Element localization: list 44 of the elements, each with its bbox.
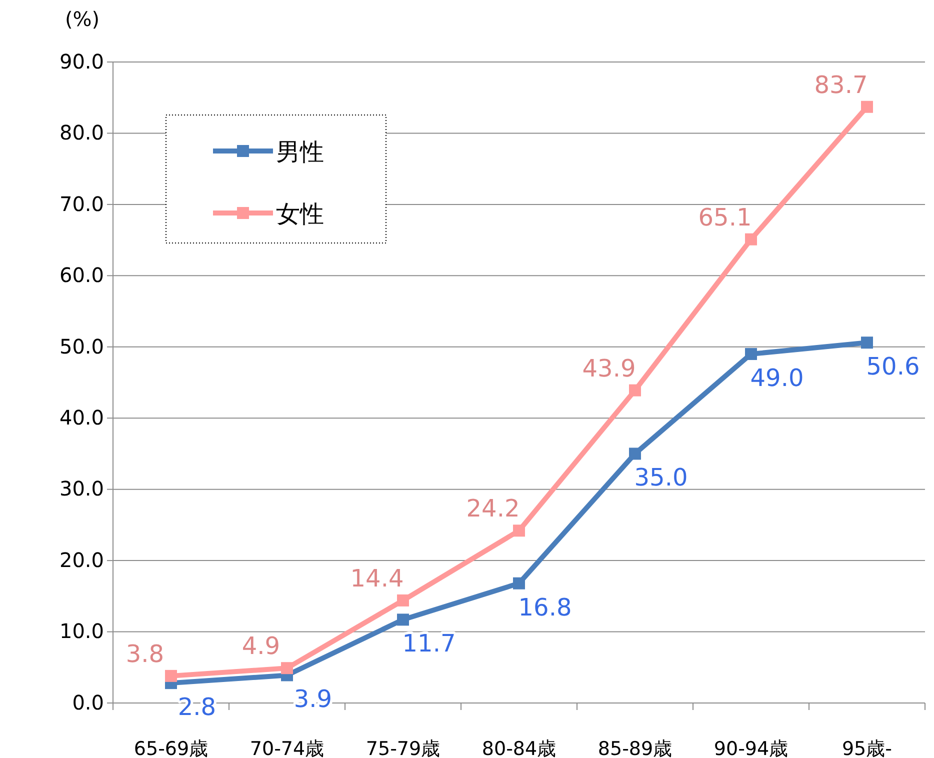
y-tick-label: 20.0	[59, 548, 104, 572]
y-tick-label: 80.0	[59, 120, 104, 145]
point	[629, 384, 641, 396]
y-tick-label: 10.0	[59, 619, 104, 644]
x-tick-label: 95歳-	[842, 738, 892, 758]
data-label: 50.6	[866, 352, 920, 381]
data-label: 43.9	[582, 354, 636, 382]
data-label: 24.2	[466, 494, 520, 523]
data-label: 65.1	[698, 203, 752, 232]
point	[397, 614, 409, 626]
data-label: 83.7	[814, 70, 868, 99]
y-tick-label: 0.0	[72, 690, 104, 714]
x-tick-label: 80-84歳	[482, 738, 556, 758]
point	[397, 594, 409, 606]
x-tick-label: 85-89歳	[598, 738, 672, 758]
y-tick-label: 30.0	[59, 476, 104, 501]
data-label: 16.8	[518, 593, 572, 622]
y-tick-label: 70.0	[59, 192, 104, 216]
point	[745, 348, 757, 360]
point	[861, 336, 873, 349]
point	[281, 662, 293, 674]
data-label: 3.8	[126, 640, 164, 668]
y-tick-label: 50.0	[59, 334, 104, 358]
point	[745, 233, 757, 246]
point	[165, 670, 177, 682]
point	[513, 524, 525, 537]
point	[629, 448, 641, 460]
x-tick-label: 70-74歳	[250, 738, 324, 758]
x-tick-label: 65-69歳	[134, 738, 208, 758]
data-label: 49.0	[750, 364, 804, 392]
y-axis-title: (%)	[65, 7, 100, 31]
legend-label: 男性	[276, 138, 324, 166]
data-label: 14.4	[350, 564, 404, 592]
y-tick-label: 60.0	[59, 263, 104, 288]
y-tick-label: 40.0	[59, 406, 104, 430]
data-label: 4.9	[242, 632, 280, 660]
y-tick-label: 90.0	[59, 49, 104, 74]
data-label: 35.0	[634, 464, 688, 492]
point	[513, 577, 525, 590]
x-tick-label: 75-79歳	[366, 738, 440, 758]
x-tick-label: 90-94歳	[714, 738, 788, 758]
point	[861, 100, 873, 113]
data-label: 11.7	[402, 630, 456, 658]
legend-label: 女性	[276, 200, 324, 228]
